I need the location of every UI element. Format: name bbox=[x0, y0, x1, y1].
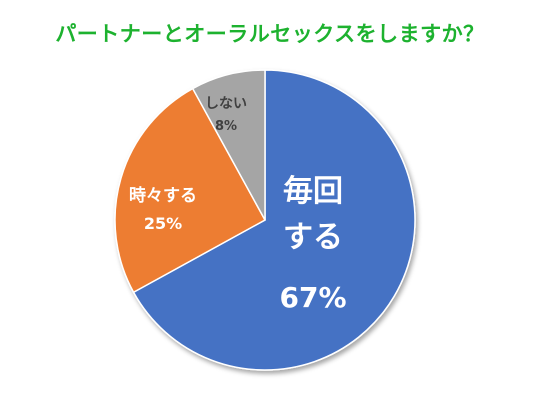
slice-label-2-line-1: 時々する bbox=[129, 185, 197, 206]
slice-percent-1: 67% bbox=[279, 281, 346, 314]
slice-percent-2: 25% bbox=[144, 214, 182, 233]
slice-label-1-line-1: 毎回 bbox=[283, 174, 343, 209]
slice-percent-3: 8% bbox=[215, 119, 237, 134]
slice-label-1-line-2: する bbox=[283, 220, 343, 255]
slice-label-3-line-1: しない bbox=[205, 96, 247, 112]
pie-slice-2 bbox=[114, 87, 267, 294]
pie-slice-1 bbox=[132, 69, 416, 371]
pie-slice-3 bbox=[191, 69, 266, 221]
pie-slices bbox=[114, 69, 416, 371]
chart-title: パートナーとオーラルセックスをしますか？ bbox=[55, 22, 485, 46]
